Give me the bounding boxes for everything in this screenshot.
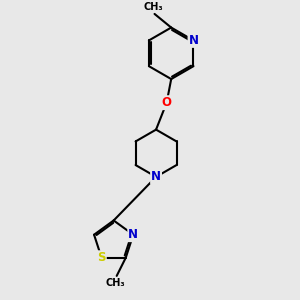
- Text: N: N: [188, 34, 199, 47]
- Text: S: S: [97, 251, 106, 264]
- Text: CH₃: CH₃: [143, 2, 163, 11]
- Text: N: N: [151, 170, 161, 183]
- Text: N: N: [128, 228, 138, 241]
- Text: O: O: [162, 96, 172, 109]
- Text: CH₃: CH₃: [105, 278, 125, 288]
